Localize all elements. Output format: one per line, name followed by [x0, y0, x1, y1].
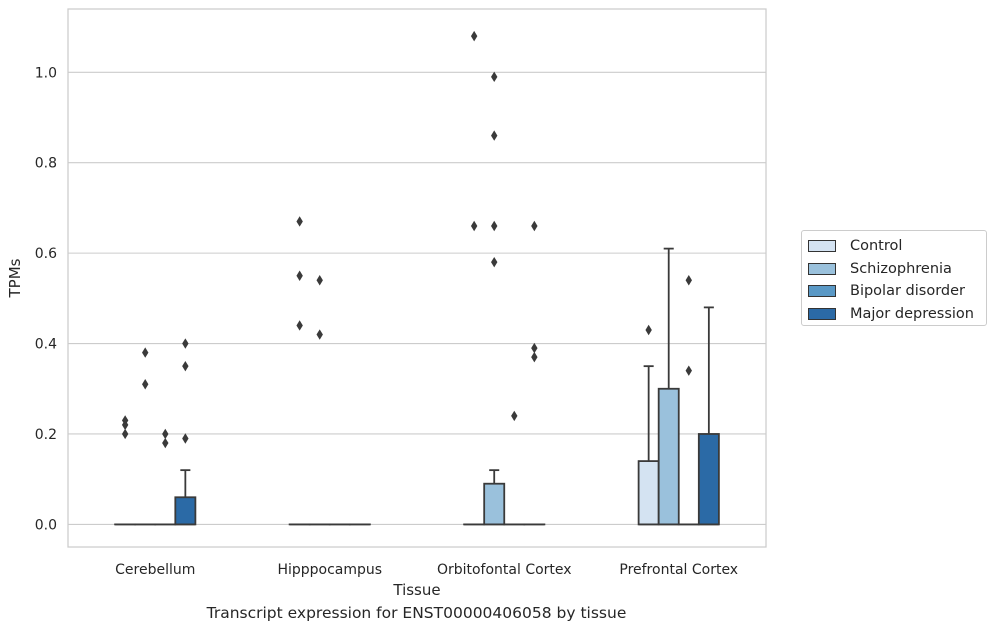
legend-label-control: Control	[850, 238, 903, 255]
box-control-cerebellum	[114, 415, 137, 526]
outlier-point	[316, 329, 323, 340]
box-major-depression-prefrontal-cortex	[697, 306, 720, 526]
box-iqr	[697, 433, 720, 526]
outlier-point	[296, 216, 303, 227]
figure-caption: Transcript expression for ENST0000040605…	[206, 604, 627, 622]
outlier-point	[491, 220, 498, 232]
x-tick-label: Orbitofontal Cortex	[437, 562, 572, 578]
legend-item-control: Control	[802, 235, 986, 258]
y-tick-labels: 0.0 0.2 0.4 0.6 0.8 1.0	[35, 65, 57, 533]
box-schizophrenia-hipppocampus	[308, 275, 331, 526]
outlier-point	[142, 379, 149, 390]
outlier-point	[531, 351, 538, 363]
box-iqr	[657, 387, 680, 526]
outlier-point	[511, 410, 518, 422]
outlier-point	[531, 220, 538, 232]
box-bipolar-disorder-cerebellum	[154, 428, 177, 526]
y-tick-label: 0.2	[35, 427, 57, 443]
legend-label-bipolar-disorder: Bipolar disorder	[850, 283, 965, 300]
outlier-point	[491, 256, 498, 268]
box-control-hipppocampus	[288, 216, 311, 526]
y-tick-label: 0.4	[35, 337, 57, 353]
y-tick-label: 0.0	[35, 517, 57, 533]
legend-item-major-depression: Major depression	[802, 303, 986, 326]
plot-frame	[67, 8, 767, 548]
box-major-depression-cerebellum	[174, 338, 197, 526]
outlier-point	[162, 437, 169, 449]
outlier-point	[316, 275, 323, 286]
outlier-point	[470, 220, 478, 232]
box-iqr	[637, 460, 660, 526]
outlier-point	[470, 30, 478, 42]
box-schizophrenia-prefrontal-cortex	[657, 247, 680, 526]
legend-swatch-control	[808, 240, 836, 253]
outlier-point	[121, 428, 129, 440]
y-tick-label: 0.6	[35, 246, 57, 262]
legend-label-schizophrenia: Schizophrenia	[850, 260, 952, 277]
box-schizophrenia-orbitofontal-cortex	[483, 71, 506, 526]
outlier-point	[491, 130, 498, 141]
y-tick-label: 0.8	[35, 156, 57, 172]
box-iqr	[483, 482, 506, 526]
y-axis-label: TPMs	[6, 258, 24, 298]
box-bipolar-disorder-prefrontal-cortex	[677, 275, 700, 526]
outlier-point	[491, 71, 498, 83]
legend-swatch-major-depression	[808, 307, 836, 320]
box-schizophrenia-cerebellum	[134, 347, 157, 526]
box-control-orbitofontal-cortex	[463, 30, 486, 526]
box-control-prefrontal-cortex	[637, 324, 660, 526]
outlier-point	[182, 360, 189, 372]
box-plot-series	[114, 30, 720, 526]
box-iqr	[174, 496, 197, 526]
box-major-depression-orbitofontal-cortex	[523, 220, 546, 526]
legend-swatch-schizophrenia	[808, 262, 836, 275]
box-bipolar-disorder-orbitofontal-cortex	[503, 410, 526, 526]
outlier-point	[645, 324, 652, 336]
outlier-point	[182, 433, 189, 444]
x-axis-label: Tissue	[392, 581, 440, 599]
x-tick-labels: Cerebellum Hipppocampus Orbitofontal Corte…	[115, 562, 738, 578]
outlier-point	[121, 415, 129, 426]
outlier-point	[296, 320, 303, 331]
x-tick-label: Prefrontal Cortex	[619, 562, 738, 578]
outlier-point	[162, 428, 169, 440]
legend-item-bipolar-disorder: Bipolar disorder	[802, 280, 986, 303]
x-tick-label: Hipppocampus	[277, 562, 382, 578]
x-tick-label: Cerebellum	[115, 562, 195, 578]
y-tick-label: 1.0	[35, 65, 57, 81]
outlier-point	[531, 342, 538, 354]
outlier-point	[685, 275, 692, 286]
legend-item-schizophrenia: Schizophrenia	[802, 258, 986, 281]
outlier-point	[142, 347, 149, 358]
legend: Control Schizophrenia Bipolar disorder M…	[801, 230, 987, 326]
outlier-point	[182, 338, 189, 349]
legend-swatch-bipolar-disorder	[808, 285, 836, 298]
outlier-point	[296, 270, 303, 281]
legend-label-major-depression: Major depression	[850, 305, 974, 322]
outlier-point	[685, 365, 692, 376]
